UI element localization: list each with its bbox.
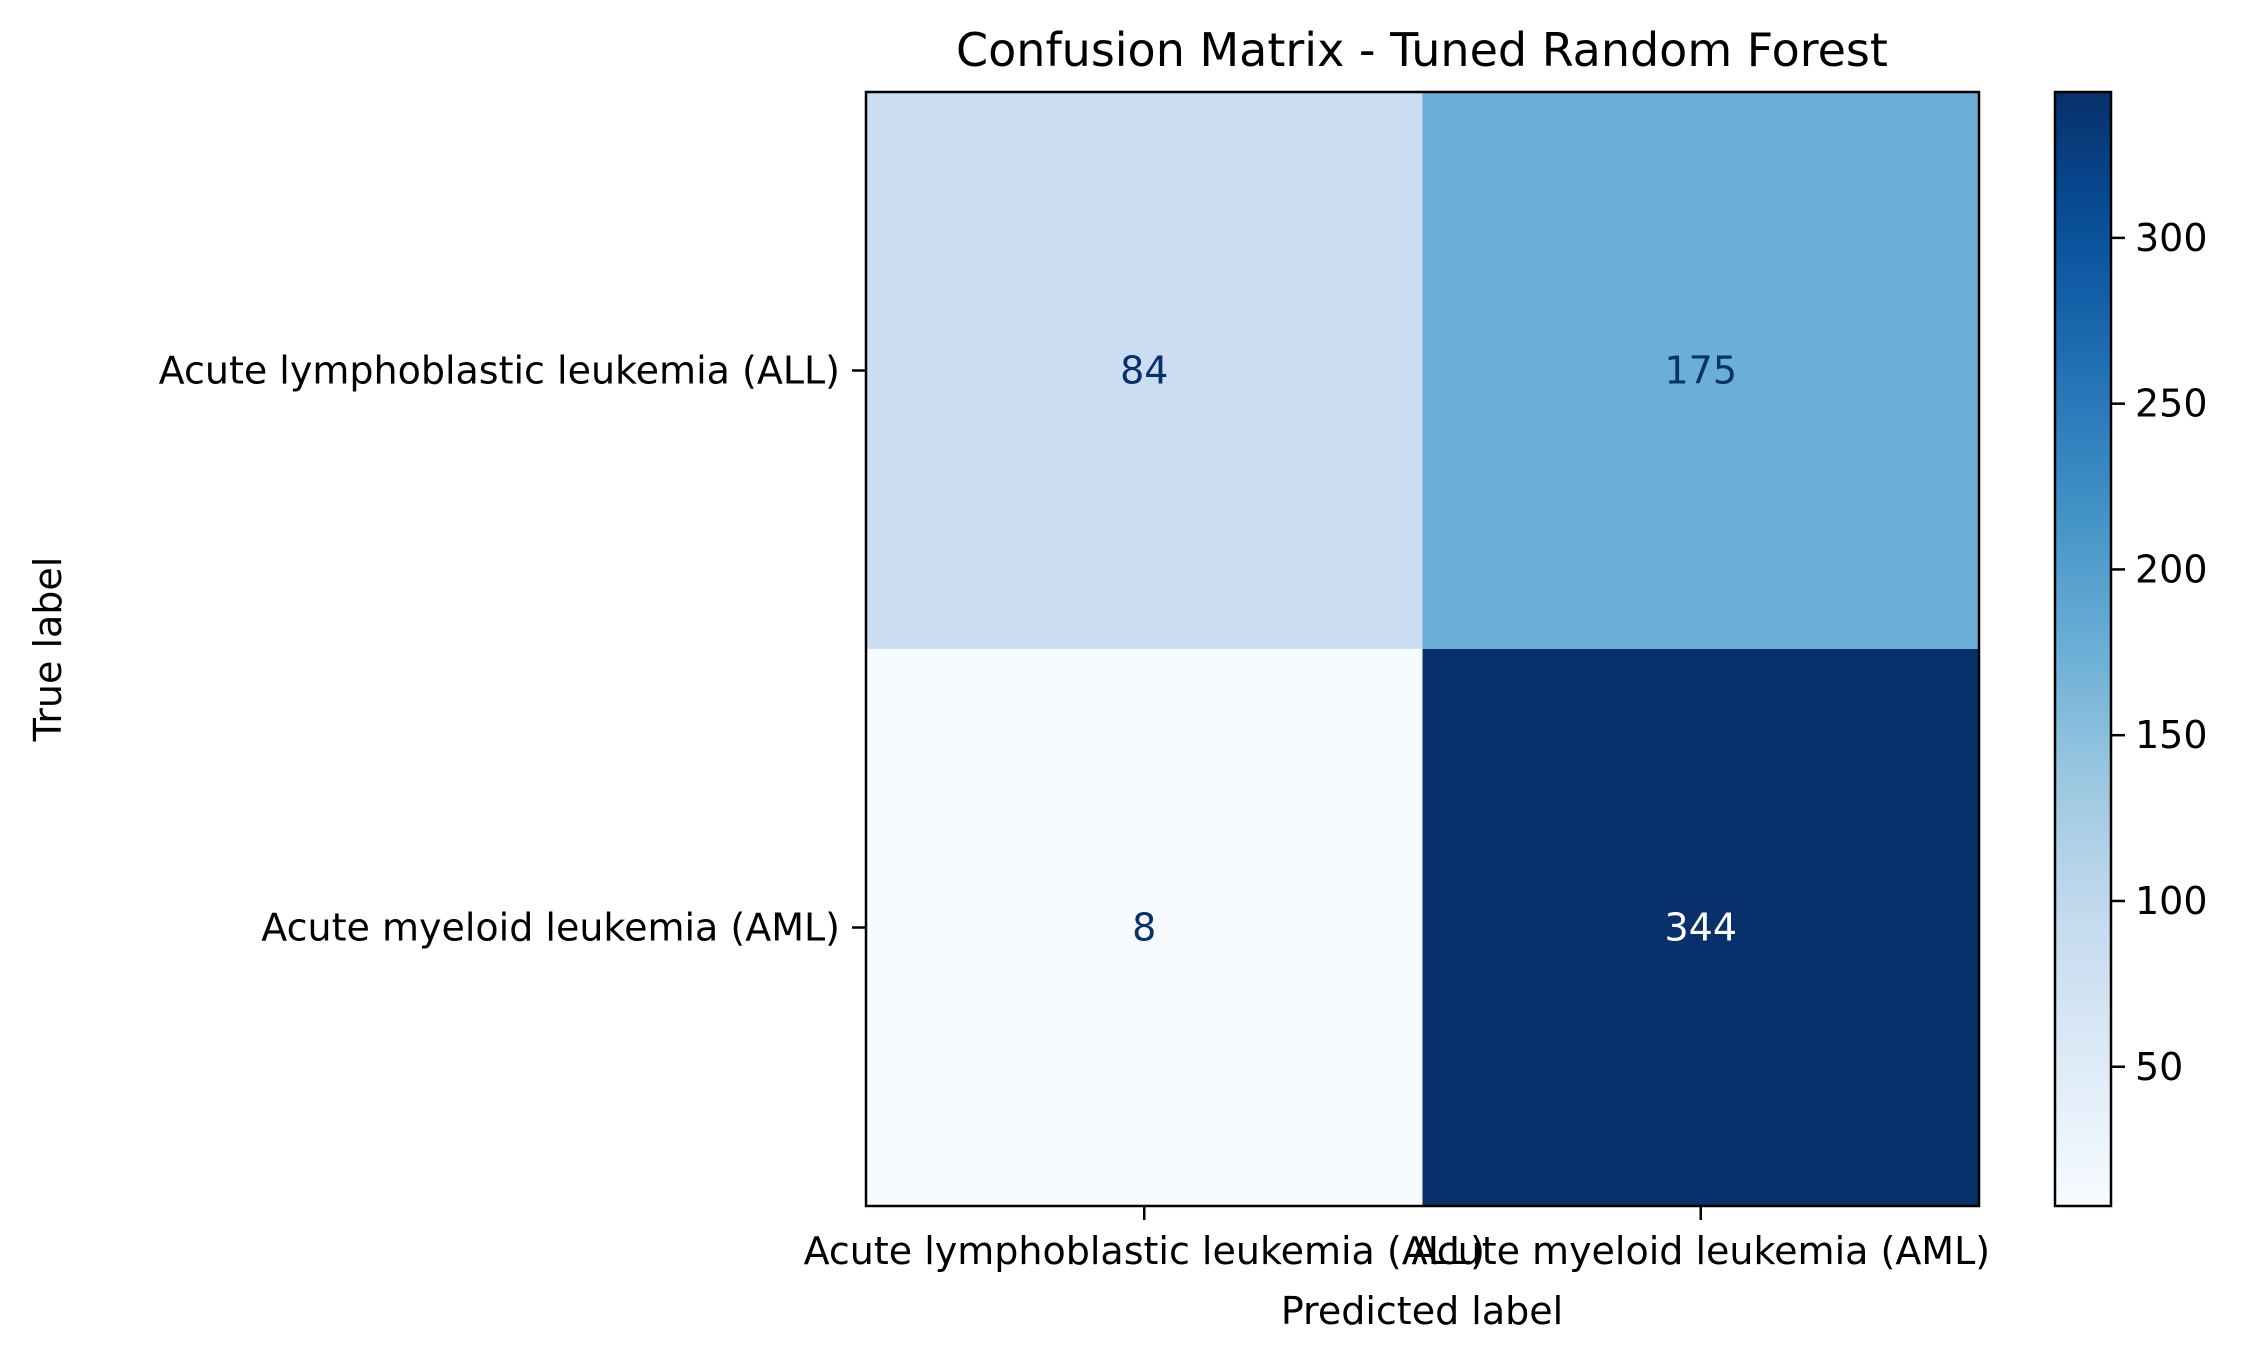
colorbar-tick-label: 50 [2135,1045,2183,1089]
cell-value-label: 175 [1664,349,1737,393]
x-axis-ticks: Acute lymphoblastic leukemia (ALL)Acute … [804,1206,1990,1273]
colorbar-tick-label: 200 [2135,547,2208,591]
y-axis-ticks: Acute lymphoblastic leukemia (ALL) Acute … [159,349,866,950]
heatmap-cell-labels: 84 175 8 344 [1120,349,1737,950]
heatmap-cell [1422,92,1979,649]
x-tick-label: Acute myeloid leukemia (AML) [1411,1229,1990,1273]
heatmap-cell [1422,649,1979,1206]
colorbar-ticks: 50 100 150 200 250 300 [2111,216,2208,1089]
heatmap-cell [866,92,1423,649]
colorbar-tick-label: 100 [2135,879,2208,923]
cell-value-label: 84 [1120,349,1168,393]
y-tick-label: Acute myeloid leukemia (AML) [261,906,840,950]
colorbar [2055,92,2111,1206]
heatmap-cell [866,649,1423,1206]
plot-frame [864,90,1981,1208]
heatmap-cells [866,92,1979,1206]
x-axis-label: Predicted label [1281,1289,1563,1333]
y-axis-label: True label [26,557,70,743]
y-tick-label: Acute lymphoblastic leukemia (ALL) [159,349,840,393]
colorbar-frame [2053,90,2113,1208]
colorbar-tick-label: 250 [2135,382,2208,426]
cell-value-label: 8 [1132,906,1156,950]
x-tick-label: Acute lymphoblastic leukemia (ALL) [804,1229,1485,1273]
cell-value-label: 344 [1664,906,1737,950]
chart-title: Confusion Matrix - Tuned Random Forest [956,23,1888,77]
colorbar-tick-label: 300 [2135,216,2208,260]
colorbar-tick-label: 150 [2135,713,2208,757]
